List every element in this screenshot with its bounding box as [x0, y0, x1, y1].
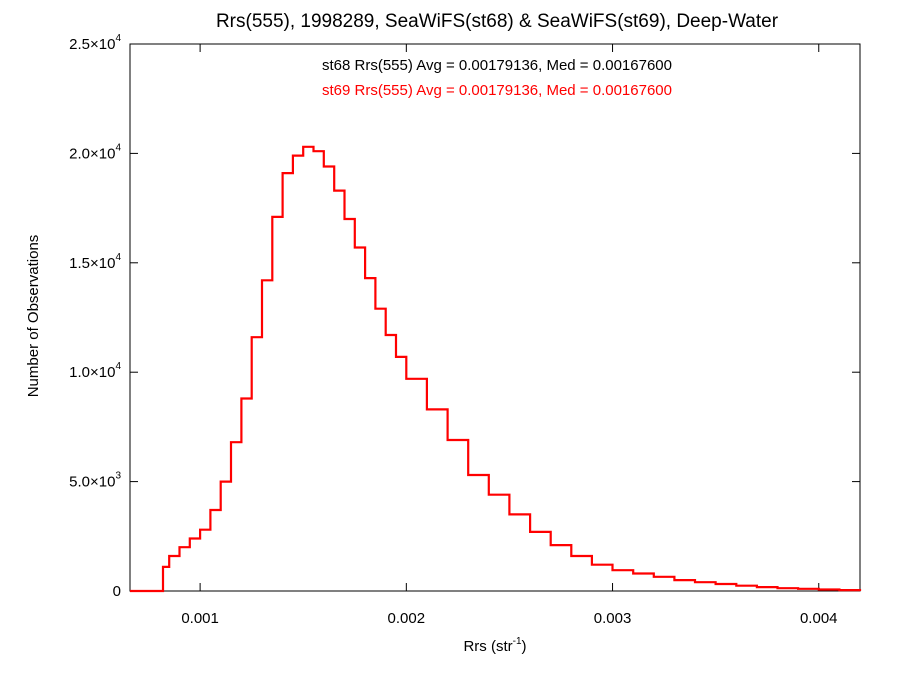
x-axis-label: Rrs (str-1): [463, 636, 526, 655]
x-tick-label: 0.001: [181, 610, 219, 627]
y-tick-label: 1.5×104: [69, 252, 121, 272]
histogram-line: [130, 145, 862, 593]
x-axis: 0.001 0.002 0.003 0.004: [181, 44, 838, 627]
x-tick-label: 0.004: [800, 610, 838, 627]
x-tick-label: 0.003: [594, 610, 632, 627]
chart-title: Rrs(555), 1998289, SeaWiFS(st68) & SeaWi…: [216, 11, 779, 32]
plot-frame: [129, 43, 861, 592]
y-axis-label: Number of Observations: [25, 235, 42, 398]
annotations: st68 Rrs(555) Avg = 0.00179136, Med = 0.…: [322, 57, 672, 99]
y-axis: 0 5.0×103 1.0×104 1.5×104 2.0×104 2.5×104: [69, 33, 860, 600]
stats-annotation-2: st69 Rrs(555) Avg = 0.00179136, Med = 0.…: [322, 82, 672, 99]
x-tick-label: 0.002: [388, 610, 426, 627]
y-tick-label: 1.0×104: [69, 361, 121, 381]
y-tick-label: 2.0×104: [69, 142, 121, 162]
y-tick-label: 5.0×103: [69, 471, 121, 491]
stats-annotation-1: st68 Rrs(555) Avg = 0.00179136, Med = 0.…: [322, 57, 672, 74]
y-tick-label: 2.5×104: [69, 33, 121, 53]
y-tick-label: 0: [113, 583, 121, 600]
